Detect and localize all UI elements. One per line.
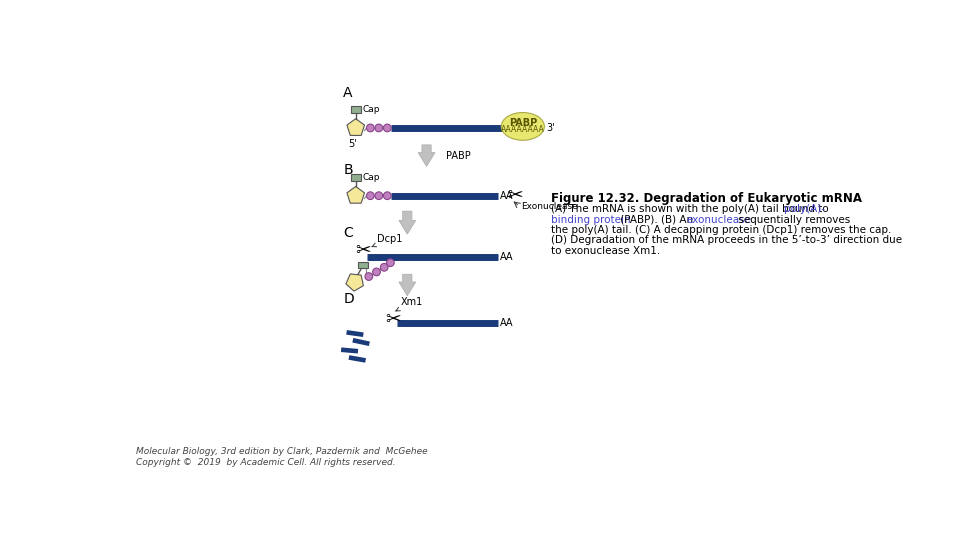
Text: (PABP). (B) An: (PABP). (B) An [616,214,696,225]
Text: PABP: PABP [445,151,470,161]
Text: A: A [344,86,353,100]
Text: ✂: ✂ [507,186,523,205]
Circle shape [383,124,391,132]
Text: Figure 12.32. Degradation of Eukaryotic mRNA: Figure 12.32. Degradation of Eukaryotic … [551,192,862,205]
Polygon shape [398,274,416,296]
Text: C: C [344,226,353,240]
Text: (A) The mRNA is shown with the poly(A) tail bound to: (A) The mRNA is shown with the poly(A) t… [551,204,832,214]
Text: 5': 5' [348,139,357,150]
Circle shape [365,273,372,280]
Text: Dcp1: Dcp1 [372,234,402,247]
Text: 3': 3' [546,123,555,133]
Bar [350,174,361,181]
Bar [350,106,361,113]
Text: PABP: PABP [509,118,537,127]
Polygon shape [352,338,370,346]
Text: ✂: ✂ [386,310,401,329]
Bar [358,261,368,268]
Polygon shape [398,211,416,234]
Text: B: B [344,163,353,177]
Circle shape [375,192,383,200]
Polygon shape [348,355,366,363]
Text: (D) Degradation of the mRNA proceeds in the 5’-to-3’ direction due: (D) Degradation of the mRNA proceeds in … [551,235,902,245]
Text: poly(A)-: poly(A)- [783,204,825,214]
Text: D: D [344,292,354,306]
Circle shape [387,259,395,267]
Text: Exonuclease: Exonuclease [521,202,578,211]
Text: the poly(A) tail. (C) A decapping protein (Dcp1) removes the cap.: the poly(A) tail. (C) A decapping protei… [551,225,892,235]
Text: sequentially removes: sequentially removes [734,214,850,225]
Polygon shape [347,186,365,203]
Text: AA: AA [500,191,514,201]
Circle shape [367,124,374,132]
Text: exonuclease: exonuclease [686,214,751,225]
Polygon shape [346,274,364,291]
Text: Xm1: Xm1 [396,297,423,311]
Text: AAAAAAAA: AAAAAAAA [501,125,544,134]
Polygon shape [347,330,364,337]
Text: Cap: Cap [363,173,380,182]
Text: binding protein: binding protein [551,214,631,225]
Ellipse shape [501,112,544,140]
Circle shape [367,192,374,200]
Polygon shape [347,119,365,136]
Polygon shape [341,347,358,354]
Text: AA: AA [500,318,514,328]
Circle shape [372,268,380,276]
Text: AA: AA [500,252,514,262]
Text: to exonuclease Xm1.: to exonuclease Xm1. [551,246,660,256]
Circle shape [383,192,391,200]
Circle shape [380,264,388,271]
Polygon shape [418,145,435,166]
Text: Cap: Cap [363,105,380,114]
Circle shape [375,124,383,132]
Text: Molecular Biology, 3rd edition by Clark, Pazdernik and  McGehee
Copyright ©  201: Molecular Biology, 3rd edition by Clark,… [136,447,428,467]
Text: ✂: ✂ [355,241,372,260]
